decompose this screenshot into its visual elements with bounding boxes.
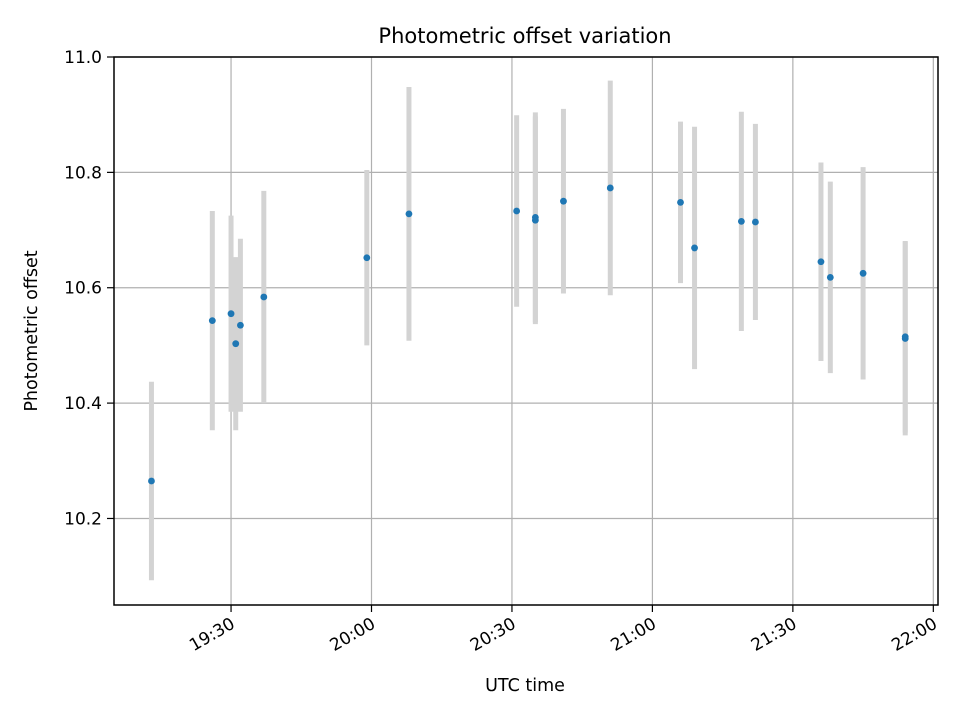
data-point <box>260 293 268 301</box>
y-tick-label: 10.4 <box>64 394 102 414</box>
data-point <box>901 333 909 341</box>
data-point <box>363 254 371 262</box>
data-point <box>148 477 155 485</box>
data-point <box>232 340 240 348</box>
data-point <box>826 273 834 281</box>
data-points <box>148 184 909 485</box>
data-point <box>677 198 684 206</box>
y-tick-label: 11.0 <box>64 48 102 68</box>
data-point <box>227 310 235 318</box>
data-point <box>859 269 867 277</box>
data-point <box>752 218 759 226</box>
chart-title: Photometric offset variation <box>378 24 671 48</box>
data-point <box>606 184 614 192</box>
plot-frame <box>113 56 939 606</box>
data-point <box>237 321 244 329</box>
data-point <box>208 317 216 325</box>
x-axis-label: UTC time <box>485 676 565 696</box>
y-tick-label: 10.8 <box>64 163 102 183</box>
data-point <box>405 210 413 218</box>
data-point <box>513 207 521 215</box>
data-point <box>691 244 698 252</box>
y-tick-label: 10.2 <box>64 509 102 529</box>
data-point <box>560 197 567 205</box>
y-tick-label: 10.6 <box>64 279 102 299</box>
y-axis-label: Photometric offset <box>22 250 42 411</box>
data-point <box>817 258 825 266</box>
data-point <box>737 218 745 225</box>
y-axis-ticks: 10.2 10.4 10.6 10.8 11.0 <box>64 48 114 529</box>
data-point <box>531 216 539 224</box>
